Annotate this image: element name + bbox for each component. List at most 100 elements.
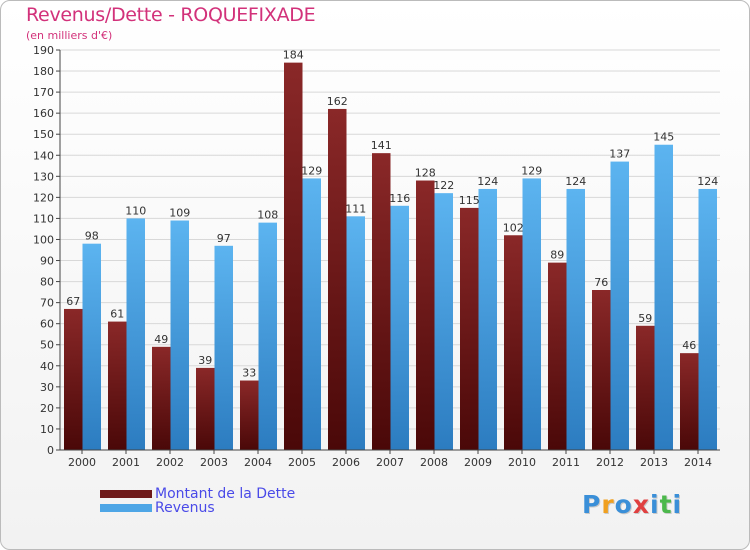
legend-swatch-revenus	[100, 504, 152, 512]
x-tick-label-2008: 2008	[420, 456, 448, 469]
bar-dette-2006	[328, 108, 347, 451]
bar-revenus-2011	[566, 188, 585, 450]
data-label-revenus-2003: 97	[217, 232, 231, 245]
y-tick-label: 140	[33, 149, 54, 162]
bar-revenus-2001	[126, 218, 145, 450]
y-tick-label: 0	[47, 444, 54, 457]
bar-dette-2011	[548, 262, 567, 450]
x-tick-label-2011: 2011	[552, 456, 580, 469]
logo-letter: t	[659, 490, 673, 519]
data-label-dette-2013: 59	[638, 312, 652, 325]
x-tick-label-2005: 2005	[288, 456, 316, 469]
bar-dette-2001	[108, 321, 127, 450]
x-tick-label-2013: 2013	[640, 456, 668, 469]
data-label-revenus-2010: 129	[521, 164, 542, 177]
y-tick-label: 50	[40, 339, 54, 352]
data-label-dette-2008: 128	[415, 167, 436, 180]
x-tick-label-2000: 2000	[68, 456, 96, 469]
data-label-dette-2012: 76	[594, 276, 608, 289]
x-tick-label-2012: 2012	[596, 456, 624, 469]
bar-dette-2007	[372, 153, 391, 450]
data-label-revenus-2013: 145	[653, 131, 674, 144]
x-tick-label-2009: 2009	[464, 456, 492, 469]
legend-label-revenus: Revenus	[155, 500, 215, 516]
bar-revenus-2013	[654, 144, 673, 450]
legend-item-revenus: Revenus	[100, 500, 400, 516]
chart-subtitle: (en milliers d'€)	[26, 29, 113, 42]
data-label-revenus-2009: 124	[477, 175, 498, 188]
bar-dette-2002	[152, 346, 171, 450]
data-label-dette-2014: 46	[682, 339, 696, 352]
y-tick-label: 150	[33, 128, 54, 141]
x-tick-label-2006: 2006	[332, 456, 360, 469]
bar-dette-2013	[636, 325, 655, 450]
y-tick-label: 170	[33, 86, 54, 99]
bar-revenus-2000	[82, 243, 101, 450]
data-label-revenus-2007: 116	[389, 192, 410, 205]
x-tick-label-2002: 2002	[156, 456, 184, 469]
data-label-dette-2010: 102	[503, 221, 524, 234]
data-label-revenus-2001: 110	[125, 204, 146, 217]
bar-revenus-2010	[522, 178, 541, 450]
y-tick-label: 20	[40, 402, 54, 415]
x-tick-label-2004: 2004	[244, 456, 272, 469]
y-tick-label: 40	[40, 360, 54, 373]
chart-title: Revenus/Dette - ROQUEFIXADE	[26, 4, 316, 26]
logo-letter: i	[650, 490, 660, 519]
data-label-dette-2004: 33	[242, 367, 256, 380]
y-tick-label: 130	[33, 170, 54, 183]
data-label-dette-2007: 141	[371, 139, 392, 152]
data-label-revenus-2000: 98	[85, 230, 99, 243]
bar-revenus-2006	[346, 216, 365, 450]
x-tick-label-2014: 2014	[684, 456, 712, 469]
bar-dette-2008	[416, 180, 435, 451]
y-tick-label: 180	[33, 65, 54, 78]
logo-letter: o	[614, 490, 633, 519]
bar-dette-2009	[460, 207, 479, 450]
y-tick-label: 70	[40, 297, 54, 310]
data-label-dette-2000: 67	[66, 295, 80, 308]
data-label-revenus-2006: 111	[345, 202, 366, 215]
x-tick-label-2003: 2003	[200, 456, 228, 469]
logo-letter: r	[601, 490, 615, 519]
legend-item-debt: Montant de la Dette	[100, 486, 400, 502]
bar-dette-2012	[592, 290, 611, 450]
x-tick-label-2007: 2007	[376, 456, 404, 469]
bar-revenus-2007	[390, 205, 409, 450]
legend-label-debt: Montant de la Dette	[155, 486, 296, 502]
bar-dette-2004	[240, 380, 259, 450]
bar-dette-2005	[284, 62, 303, 450]
data-label-dette-2005: 184	[283, 49, 304, 62]
bar-dette-2003	[196, 367, 215, 450]
bar-revenus-2002	[170, 220, 189, 450]
bar-revenus-2012	[610, 161, 629, 450]
data-label-revenus-2008: 122	[433, 179, 454, 192]
y-tick-label: 90	[40, 255, 54, 268]
y-tick-label: 120	[33, 191, 54, 204]
y-tick-label: 80	[40, 276, 54, 289]
data-label-dette-2001: 61	[110, 308, 124, 321]
data-label-dette-2006: 162	[327, 95, 348, 108]
data-label-revenus-2002: 109	[169, 207, 190, 220]
data-label-dette-2003: 39	[198, 354, 212, 367]
data-label-revenus-2014: 124	[697, 175, 718, 188]
data-label-dette-2002: 49	[154, 333, 168, 346]
bar-revenus-2014	[698, 188, 717, 450]
x-tick-label-2001: 2001	[112, 456, 140, 469]
y-tick-label: 60	[40, 318, 54, 331]
logo-letter: P	[582, 490, 602, 519]
data-label-revenus-2012: 137	[609, 148, 630, 161]
bar-dette-2010	[504, 235, 523, 450]
logo-letter: i	[672, 490, 683, 519]
y-tick-label: 100	[33, 233, 54, 246]
legend-swatch-debt	[100, 490, 152, 498]
bar-revenus-2009	[478, 188, 497, 450]
bar-dette-2000	[64, 308, 83, 450]
bar-revenus-2004	[258, 222, 277, 450]
data-label-dette-2009: 115	[459, 194, 480, 207]
bar-revenus-2008	[434, 193, 453, 450]
logo-letter: x	[632, 490, 650, 519]
proxiti-logo: Proxiti	[582, 490, 682, 519]
data-label-revenus-2004: 108	[257, 209, 278, 222]
